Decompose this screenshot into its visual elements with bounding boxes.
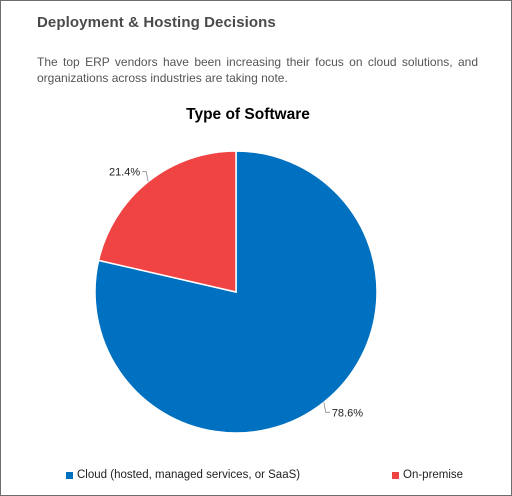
legend-label-cloud: Cloud (hosted, managed services, or SaaS… xyxy=(77,469,301,481)
leader-line-on-premise xyxy=(142,171,149,182)
legend-swatch-cloud xyxy=(66,471,73,479)
legend-item-on-premise: On-premise xyxy=(392,469,463,481)
pie-slice-on-premise xyxy=(97,150,237,293)
leader-line-cloud xyxy=(323,402,330,413)
data-label-cloud: 78.6% xyxy=(332,407,363,419)
legend-item-cloud: Cloud (hosted, managed services, or SaaS… xyxy=(66,469,300,481)
data-label-on-premise: 21.4% xyxy=(109,167,140,179)
section-title: Deployment & Hosting Decisions xyxy=(37,14,276,31)
intro-paragraph: The top ERP vendors have been increasing… xyxy=(37,55,478,85)
chart-title: Type of Software xyxy=(186,106,310,123)
pie-slice-cloud xyxy=(94,150,378,434)
legend-label-on-premise: On-premise xyxy=(403,469,464,481)
legend-swatch-on-premise xyxy=(392,471,399,479)
